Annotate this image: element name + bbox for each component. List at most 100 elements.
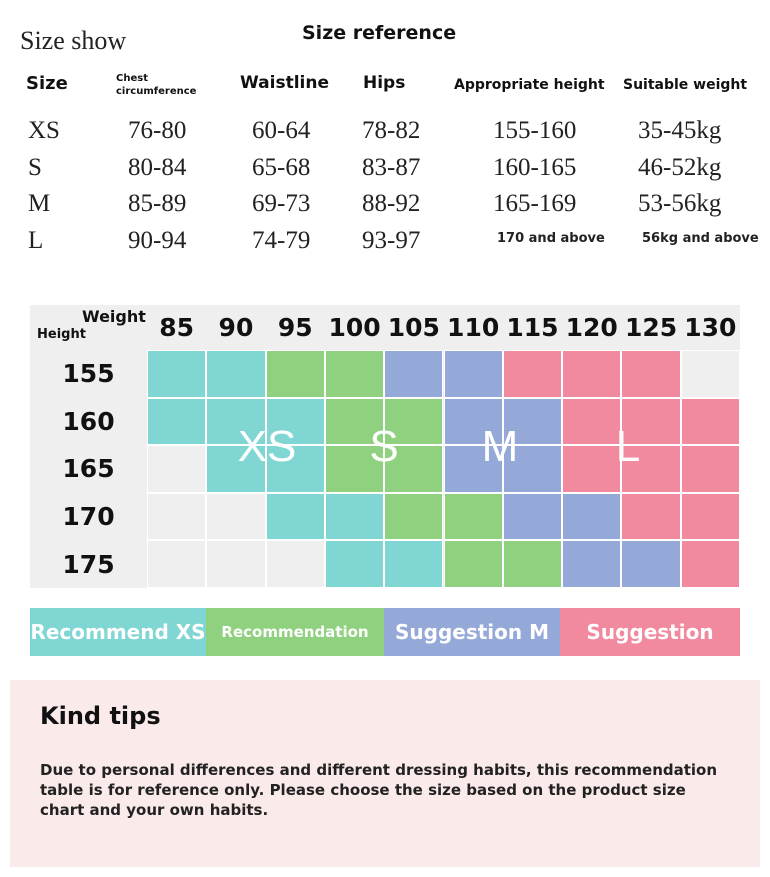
size-cell: 160-165 bbox=[493, 153, 577, 181]
column-header: Hips bbox=[363, 73, 406, 93]
size-cell: 76-80 bbox=[128, 117, 187, 144]
chart-cell bbox=[562, 540, 622, 588]
chart-cell bbox=[502, 350, 563, 398]
tips-body: Due to personal differences and differen… bbox=[40, 761, 718, 819]
chart-cell bbox=[206, 445, 266, 493]
legend-item: Recommend XS bbox=[30, 608, 206, 656]
chart-cell bbox=[324, 350, 385, 398]
weight-label: 100 bbox=[328, 313, 381, 342]
chart-cell bbox=[265, 350, 325, 398]
height-label: 175 bbox=[62, 549, 115, 579]
chart-cell bbox=[502, 540, 563, 588]
weight-label: 120 bbox=[565, 313, 618, 342]
chart-cell bbox=[621, 445, 681, 493]
size-cell: M bbox=[28, 190, 51, 217]
chart-cell bbox=[206, 492, 266, 541]
size-cell: XS bbox=[28, 117, 60, 144]
corner-top: Weight bbox=[82, 307, 146, 326]
height-label: 170 bbox=[62, 502, 115, 532]
chart-cell bbox=[562, 492, 622, 541]
chart-cell bbox=[443, 492, 503, 541]
chart-cell bbox=[680, 445, 740, 493]
size-cell: S bbox=[28, 153, 42, 181]
column-header: Chest circumference bbox=[116, 73, 197, 97]
size-cell: 56kg and above bbox=[642, 231, 759, 246]
chart-cell bbox=[443, 397, 503, 446]
chart-cell bbox=[206, 350, 266, 398]
height-label: 165 bbox=[62, 454, 115, 484]
size-label: S bbox=[369, 422, 399, 471]
height-label: 155 bbox=[62, 359, 115, 389]
size-cell: 155-160 bbox=[493, 117, 577, 144]
chart-cell bbox=[206, 540, 266, 588]
chart-cell bbox=[680, 397, 740, 446]
chart-cell bbox=[324, 397, 385, 446]
chart-cell bbox=[384, 445, 444, 493]
weight-label: 115 bbox=[506, 313, 559, 342]
legend-item: Suggestion M bbox=[384, 608, 560, 656]
chart-cell bbox=[562, 397, 622, 446]
chart-cell bbox=[680, 540, 740, 588]
chart-cell bbox=[265, 397, 325, 446]
chart-cell bbox=[502, 397, 563, 446]
weight-label: 90 bbox=[218, 313, 254, 342]
chart-cell bbox=[265, 445, 325, 493]
chart-cell bbox=[147, 492, 207, 541]
size-cell: 85-89 bbox=[128, 190, 187, 217]
chart-cell bbox=[443, 445, 503, 493]
size-cell: 83-87 bbox=[362, 153, 421, 181]
chart-cell bbox=[502, 445, 563, 493]
chart-cell bbox=[324, 445, 385, 493]
size-cell: 165-169 bbox=[493, 190, 577, 217]
chart-cell bbox=[621, 397, 681, 446]
chart-cell bbox=[384, 397, 444, 446]
chart-cell bbox=[621, 540, 681, 588]
chart-cell bbox=[384, 492, 444, 541]
size-cell: 80-84 bbox=[128, 153, 187, 181]
size-cell: L bbox=[28, 226, 44, 254]
chart-cell bbox=[147, 397, 207, 446]
chart-cell bbox=[621, 350, 681, 398]
size-cell: 46-52kg bbox=[638, 153, 722, 181]
chart-cell bbox=[680, 492, 740, 541]
size-cell: 65-68 bbox=[252, 153, 311, 181]
size-label: L bbox=[615, 422, 641, 471]
chart-cell bbox=[324, 492, 385, 541]
chart-cell bbox=[502, 492, 563, 541]
chart-cell bbox=[147, 350, 207, 398]
size-cell: 88-92 bbox=[362, 190, 421, 217]
chart-cell bbox=[384, 540, 444, 588]
legend-item: Recommendation bbox=[206, 608, 384, 656]
chart-cell bbox=[621, 492, 681, 541]
chart-cell bbox=[206, 397, 266, 446]
size-cell: 90-94 bbox=[128, 226, 187, 254]
legend-item: Suggestion bbox=[560, 608, 740, 656]
weight-label: 110 bbox=[447, 313, 500, 342]
size-cell: 78-82 bbox=[362, 117, 421, 144]
column-header: Size bbox=[26, 73, 68, 94]
chart-cell bbox=[562, 350, 622, 398]
size-label: M bbox=[481, 422, 519, 471]
chart-cell bbox=[680, 350, 740, 398]
size-cell: 69-73 bbox=[252, 190, 311, 217]
column-header: Appropriate height bbox=[454, 77, 605, 93]
chart-cell bbox=[443, 540, 503, 588]
corner-bottom: Height bbox=[37, 327, 86, 342]
chart-cell bbox=[384, 350, 444, 398]
chart-cell bbox=[562, 445, 622, 493]
size-cell: 93-97 bbox=[362, 226, 421, 254]
tips-title: Kind tips bbox=[40, 702, 161, 730]
weight-label: 130 bbox=[684, 313, 737, 342]
left-title: Size show bbox=[20, 26, 127, 55]
size-label: XS bbox=[237, 422, 297, 471]
chart-cell bbox=[265, 492, 325, 541]
weight-label: 85 bbox=[159, 313, 195, 342]
size-cell: 53-56kg bbox=[638, 190, 722, 217]
title: Size reference bbox=[302, 22, 457, 44]
size-cell: 74-79 bbox=[252, 226, 311, 254]
weight-label: 95 bbox=[277, 313, 313, 342]
chart-cell bbox=[147, 445, 207, 493]
column-header: Suitable weight bbox=[623, 77, 748, 93]
height-label: 160 bbox=[62, 406, 115, 436]
